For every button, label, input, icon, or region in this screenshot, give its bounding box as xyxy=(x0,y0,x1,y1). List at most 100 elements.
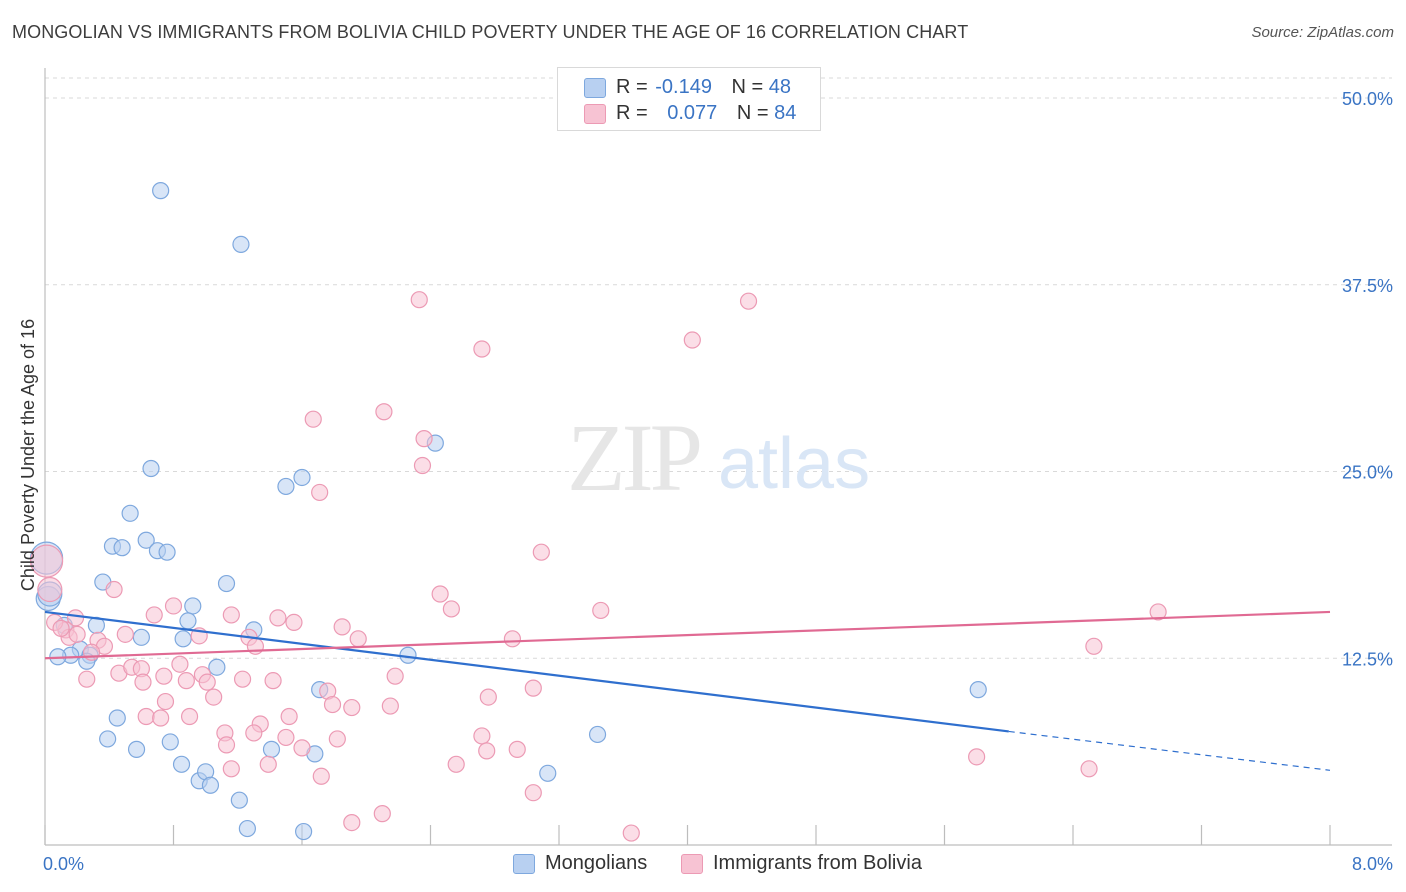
bolivia-point xyxy=(245,724,263,742)
bolivia-point xyxy=(1149,603,1167,621)
legend-n-value: 48 xyxy=(768,76,792,98)
bolivia-point xyxy=(381,697,399,715)
mongolians-swatch xyxy=(513,854,535,874)
bolivia-point xyxy=(968,748,986,766)
x-tick-label: 0.0% xyxy=(43,854,84,874)
bolivia-point xyxy=(431,585,449,603)
mongolian-point xyxy=(108,709,126,727)
mongolian-point xyxy=(969,681,987,699)
bolivia-point xyxy=(137,707,155,726)
bolivia-point xyxy=(413,456,432,475)
bolivia-point xyxy=(164,597,183,615)
mongolians-trend-extension xyxy=(1008,730,1331,771)
bolivia-point xyxy=(312,767,330,785)
bolivia-point xyxy=(532,543,550,561)
bolivia-point xyxy=(277,728,295,747)
bolivia-point xyxy=(293,739,311,757)
bolivia-point xyxy=(375,403,393,421)
mongolians-label: Mongolians xyxy=(545,852,648,874)
bolivia-point xyxy=(37,576,63,603)
bolivia-point xyxy=(205,688,223,706)
mongolian-point xyxy=(295,822,313,841)
bolivia-point xyxy=(171,655,189,673)
legend-r-value: -0.149 xyxy=(655,76,712,98)
legend-n-label: N = xyxy=(736,102,769,124)
bolivia-label: Immigrants from Bolivia xyxy=(713,852,922,874)
chart-title: MONGOLIAN VS IMMIGRANTS FROM BOLIVIA CHI… xyxy=(12,22,969,42)
y-axis-label: Child Poverty Under the Age of 16 xyxy=(18,319,38,591)
mongolian-point xyxy=(217,574,236,593)
legend-r-label: R = xyxy=(616,76,648,98)
correlation-legend: R = -0.149 N = 48 R = 0.077 N = 84 xyxy=(557,67,821,131)
bolivia-point xyxy=(82,643,101,661)
trend-layer xyxy=(44,610,1331,771)
bolivia-point xyxy=(222,606,240,624)
bolivia-point xyxy=(152,709,170,727)
mongolian-point xyxy=(127,740,146,758)
bolivia-point xyxy=(177,672,195,690)
bolivia-point xyxy=(52,619,70,637)
bolivia-point xyxy=(311,483,329,502)
bolivia-point xyxy=(233,670,252,688)
mongolian-point xyxy=(184,597,202,615)
bolivia-point xyxy=(30,544,64,578)
bolivia-point xyxy=(373,805,391,823)
bolivia-point xyxy=(410,291,428,309)
bolivia-trend-line xyxy=(44,610,1331,660)
points-layer xyxy=(30,182,1167,842)
mongolian-point xyxy=(99,730,117,748)
bolivia-point xyxy=(333,618,351,636)
mongolian-point xyxy=(113,539,131,557)
bolivia-point xyxy=(198,673,216,691)
mongolian-point xyxy=(277,477,295,496)
mongolian-point xyxy=(161,733,179,751)
bolivia-point xyxy=(473,727,491,745)
bolivia-point xyxy=(155,667,173,685)
mongolian-point xyxy=(132,628,150,646)
bolivia-point xyxy=(478,742,496,760)
bolivia-point xyxy=(622,824,640,842)
bolivia-point xyxy=(739,292,758,310)
mongolian-point xyxy=(201,776,220,794)
mongolian-point xyxy=(142,459,160,478)
mongolian-point xyxy=(158,543,176,561)
bolivia-point xyxy=(524,679,542,697)
bolivia-point xyxy=(134,673,152,691)
mongolian-point xyxy=(238,819,256,838)
bolivia-point xyxy=(217,736,236,754)
mongolian-point xyxy=(121,504,139,522)
legend-n-label: N = xyxy=(731,76,764,98)
bolivia-point xyxy=(269,609,287,627)
bolivia-swatch xyxy=(681,854,703,874)
bolivia-point xyxy=(349,630,367,648)
bolivia-point xyxy=(1080,760,1098,778)
bolivia-point xyxy=(592,601,610,620)
source-credit: Source: ZipAtlas.com xyxy=(1251,24,1394,41)
y-tick-label: 12.5% xyxy=(1342,649,1393,669)
bolivia-point xyxy=(116,625,134,643)
mongolians-swatch xyxy=(584,78,606,98)
mongolian-point xyxy=(208,658,226,676)
axis-layer: 12.5% 25.0% 37.5% 50.0% 0.0% 8.0% xyxy=(43,68,1393,874)
bolivia-point xyxy=(508,740,526,758)
mongolian-point xyxy=(539,764,557,782)
watermark-zip: ZIP xyxy=(567,404,700,511)
mongolian-point xyxy=(230,791,248,809)
bolivia-point xyxy=(683,331,701,349)
bolivia-point xyxy=(285,613,303,631)
grid-layer xyxy=(45,77,1392,659)
bolivia-point xyxy=(415,430,433,448)
mongolians-trend-line xyxy=(44,610,1009,733)
bolivia-point xyxy=(328,730,346,748)
bolivia-point xyxy=(503,630,522,648)
bolivia-point xyxy=(524,784,542,802)
y-tick-label: 25.0% xyxy=(1342,463,1393,483)
bolivia-point xyxy=(105,580,123,599)
mongolian-point xyxy=(293,468,311,487)
bolivia-point xyxy=(473,340,491,358)
watermark-atlas: atlas xyxy=(718,424,870,504)
y-tick-label: 50.0% xyxy=(1342,89,1393,109)
x-tick-label: 8.0% xyxy=(1352,854,1393,874)
bolivia-point xyxy=(386,667,404,685)
